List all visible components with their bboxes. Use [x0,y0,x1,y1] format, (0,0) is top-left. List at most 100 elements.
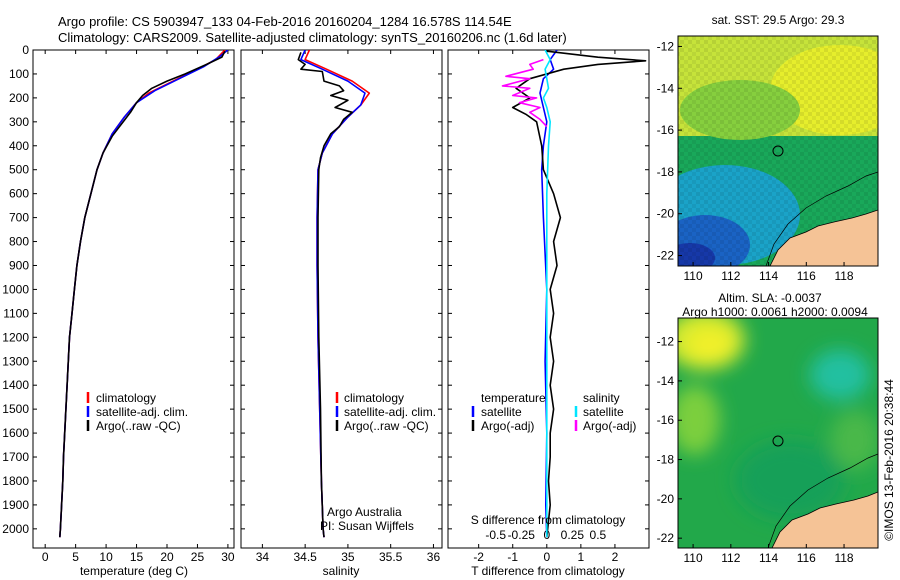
sst-map-x-ticks: 110 112 114 116 118 [684,262,854,283]
x-tick-label: 15 [130,550,144,564]
sla-map-panel: Altim. SLA: -0.0037 Argo h1000: 0.0061 h… [657,291,879,565]
difference-y-ticks [448,49,649,530]
map-y-tick-label: -12 [657,335,675,349]
legend-label-t-argo: Argo(-adj) [481,419,534,433]
y-tick-label: 600 [9,187,29,201]
legend-header-salinity: salinity [583,391,620,405]
y-tick-label: 0 [22,43,29,57]
sla-map-field [678,318,878,548]
legend-label-argo: Argo(..raw -QC) [96,419,181,433]
sla-high-north-core [688,329,732,361]
salinity-y-ticks [241,49,442,530]
map-x-tick-label: 112 [721,269,740,283]
y-tick-label: 1400 [2,378,29,392]
legend-label-satellite: satellite-adj. clim. [96,405,188,419]
y-tick-label: 400 [9,139,29,153]
sla-coastline [771,491,878,548]
y-tick-label: 900 [9,258,29,272]
series-line-argo [297,52,354,538]
y-tick-label: 1100 [3,306,29,320]
y-tick-label: 1500 [2,402,29,416]
series-line-t-argo [511,50,647,538]
legend-label-s-satellite: satellite [583,405,624,419]
series-line-s-argo [501,58,548,128]
map-x-tick-label: 114 [759,551,778,565]
sla-anomaly-field [678,318,878,520]
sst-land [770,210,878,266]
legend-label-argo: Argo(..raw -QC) [344,419,429,433]
sla-mid-west [678,385,720,455]
x-tick-label: -2 [473,550,484,564]
map-x-tick-label: 118 [834,551,853,565]
x-tick-label: 35.5 [379,550,403,564]
legend-header-temperature: temperature [481,391,546,405]
salinity-panel: 34 34.5 35 35.5 36 salinity climatology sate… [240,49,443,578]
map-x-tick-label: 110 [684,269,703,283]
salinity-legend: climatology satellite-adj. clim. Argo(..… [335,391,436,433]
map-x-tick-label: 114 [759,269,778,283]
temperature-xlabel: temperature (deg C) [80,564,188,578]
sla-map-title: Altim. SLA: -0.0037 [718,291,822,305]
map-x-tick-label: 112 [721,551,740,565]
y-tick-label: 700 [9,211,29,225]
salinity-lines [297,50,371,538]
temperature-lines [59,50,229,538]
sla-map-frame [677,317,879,549]
y-tick-label: 2000 [2,522,29,536]
map-y-tick-label: -16 [657,123,675,137]
difference-xlabel: T difference from climatology [471,564,625,578]
temperature-panel: 0100200300400500600700800900100011001200… [2,43,235,578]
temperature-x-ticks: 0 5 10 15 20 25 30 [42,50,235,564]
y-tick-label: 300 [9,115,29,129]
legend-label-satellite: satellite-adj. clim. [344,405,436,419]
legend-label-climatology: climatology [96,391,156,405]
x-tick-label: 30 [221,550,235,564]
legend-label-s-argo: Argo(-adj) [583,419,636,433]
difference-lines [501,50,647,538]
sst-map-y-ticks: -12 -14 -16 -18 -20 -22 [657,39,682,263]
map-y-tick-label: -22 [657,249,675,263]
pi-annotation: PI: Susan Wijffels [320,519,414,533]
difference-secondary-xlabel: S difference from climatology [471,513,626,527]
legend-label-t-satellite: satellite [481,405,522,419]
sla-map-y-ticks: -12 -14 -16 -18 -20 -22 [657,335,682,545]
sst-map-field [678,36,878,266]
argo-australia-annotation: Argo Australia [327,505,402,519]
series-line-s-satellite [542,50,552,538]
s-tick-label: 0.5 [590,528,607,542]
map-x-tick-label: 110 [684,551,703,565]
x-tick-label: 34.5 [293,550,317,564]
sla-map-x-ticks: 110 112 114 116 118 [684,544,854,565]
sla-mid-east [830,410,878,470]
x-tick-label: 25 [191,550,205,564]
salinity-axes-frame [240,49,443,549]
sla-argo-marker [772,435,784,447]
sst-map-title: sat. SST: 29.5 Argo: 29.3 [712,13,845,27]
sst-map-panel: sat. SST: 29.5 Argo: 29.3 110 112 114 116 11… [657,13,879,283]
y-tick-label: 200 [9,91,29,105]
temperature-y-ticks: 0 100 200 300 400 500 600 700 800 900 1000 1100 1200… [2,43,234,536]
sst-bathymetry-contour [765,171,878,266]
y-tick-label: 100 [9,67,29,81]
map-y-tick-label: -18 [657,453,675,467]
header-line-2: Climatology: CARS2009. Satellite-adjuste… [58,30,567,45]
header-line-1: Argo profile: CS 5903947_133 04-Feb-2016… [58,14,512,29]
sst-map-frame [677,35,879,267]
map-x-tick-label: 116 [797,269,816,283]
y-tick-label: 1600 [2,426,29,440]
x-tick-label: 5 [72,550,79,564]
series-line-argo [59,50,226,538]
x-tick-label: 35 [341,550,355,564]
x-tick-label: 0 [543,550,550,564]
salinity-x-ticks: 34 34.5 35 35.5 36 [256,50,440,564]
y-tick-label: 1000 [2,282,29,296]
y-tick-label: 500 [9,163,29,177]
map-y-tick-label: -18 [657,165,675,179]
y-tick-label: 1800 [2,474,29,488]
s-tick-label: -0.5 [485,528,506,542]
y-tick-label: 1300 [2,354,29,368]
map-y-tick-label: -14 [657,81,675,95]
x-tick-label: 20 [160,550,174,564]
difference-legend: temperature salinity satellite Argo(-adj… [471,391,636,433]
